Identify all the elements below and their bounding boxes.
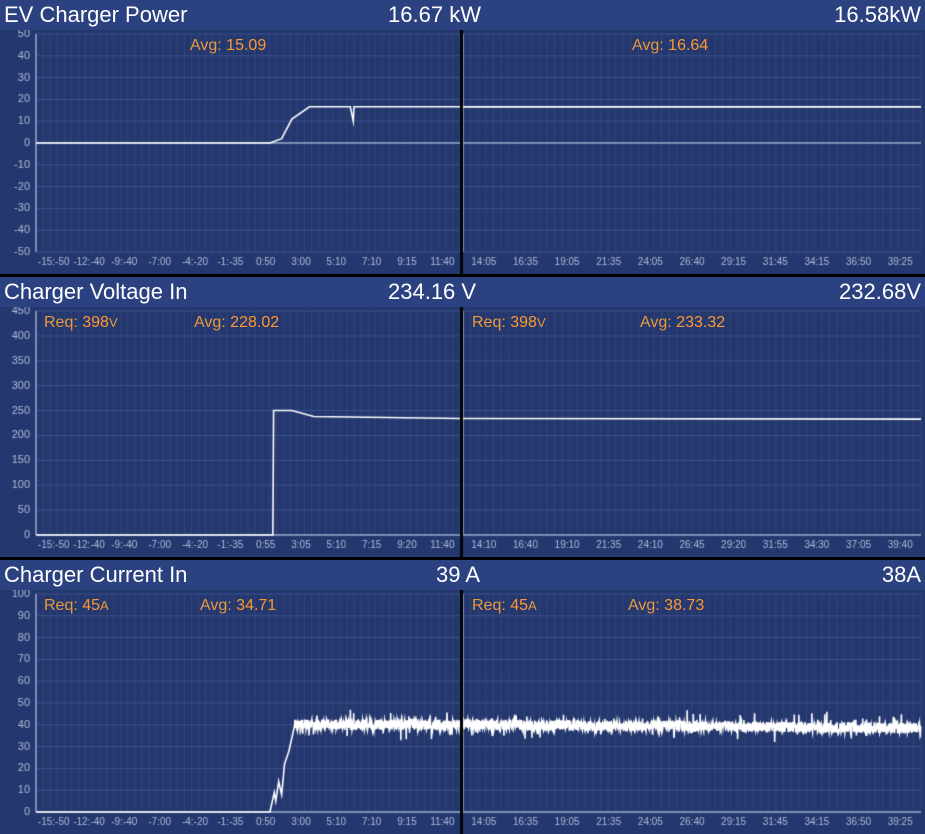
- anno-value: 45: [78, 597, 100, 614]
- panel-current: Charger Current In39 A38AReq: 45AAvg: 34…: [0, 560, 925, 834]
- annotation: Avg: 15.09: [190, 37, 266, 55]
- anno-value: 228.02: [226, 314, 279, 331]
- panel-value-left: 39 A: [436, 560, 480, 590]
- annotation: Avg: 38.73: [628, 597, 704, 615]
- anno-label: Avg:: [640, 314, 672, 331]
- panel-power: EV Charger Power16.67 kW16.58kWAvg: 15.0…: [0, 0, 925, 274]
- anno-unit: A: [528, 598, 537, 613]
- panel-title: EV Charger Power: [4, 0, 187, 30]
- unit: A: [906, 562, 921, 587]
- anno-label: Avg:: [194, 314, 226, 331]
- chart-canvas: [0, 30, 925, 274]
- anno-label: Req:: [44, 314, 78, 331]
- anno-value: 45: [506, 597, 528, 614]
- annotation: Req: 45A: [472, 597, 537, 615]
- anno-label: Req:: [472, 314, 506, 331]
- panel-value-right: 16.58kW: [834, 0, 921, 30]
- annotation: Avg: 16.64: [632, 37, 708, 55]
- anno-value: 233.32: [672, 314, 725, 331]
- anno-value: 398: [78, 314, 109, 331]
- panel-value-left: 234.16 V: [388, 277, 476, 307]
- panel-value-right: 38A: [882, 560, 921, 590]
- panel-title: Charger Voltage In: [4, 277, 187, 307]
- panel-title: Charger Current In: [4, 560, 187, 590]
- annotation: Avg: 233.32: [640, 314, 725, 332]
- panel-value-right: 232.68V: [839, 277, 921, 307]
- value: 39: [436, 562, 460, 587]
- annotation: Req: 398V: [472, 314, 546, 332]
- anno-unit: A: [100, 598, 109, 613]
- anno-value: 398: [506, 314, 537, 331]
- annotation: Req: 45A: [44, 597, 109, 615]
- panel-value-left: 16.67 kW: [388, 0, 481, 30]
- annotation: Avg: 34.71: [200, 597, 276, 615]
- anno-label: Avg:: [632, 37, 664, 54]
- unit: V: [461, 279, 476, 304]
- value: 234.16: [388, 279, 455, 304]
- annotation: Req: 398V: [44, 314, 118, 332]
- anno-value: 34.71: [232, 597, 276, 614]
- unit: A: [465, 562, 480, 587]
- anno-unit: V: [537, 315, 546, 330]
- anno-label: Req:: [472, 597, 506, 614]
- unit: kW: [889, 2, 921, 27]
- panel-header: EV Charger Power16.67 kW16.58kW: [0, 0, 925, 30]
- anno-label: Avg:: [628, 597, 660, 614]
- anno-unit: V: [109, 315, 118, 330]
- chart-canvas: [0, 590, 925, 834]
- panel-header: Charger Current In39 A38A: [0, 560, 925, 590]
- value: 16.58: [834, 2, 889, 27]
- annotation: Avg: 228.02: [194, 314, 279, 332]
- anno-label: Avg:: [190, 37, 222, 54]
- unit: V: [906, 279, 921, 304]
- chart-canvas: [0, 307, 925, 557]
- anno-value: 16.64: [664, 37, 708, 54]
- value: 16.67: [388, 2, 443, 27]
- panel-voltage: Charger Voltage In234.16 V232.68VReq: 39…: [0, 277, 925, 557]
- anno-value: 38.73: [660, 597, 704, 614]
- anno-label: Avg:: [200, 597, 232, 614]
- value: 38: [882, 562, 906, 587]
- anno-value: 15.09: [222, 37, 266, 54]
- anno-label: Req:: [44, 597, 78, 614]
- value: 232.68: [839, 279, 906, 304]
- unit: kW: [449, 2, 481, 27]
- panel-header: Charger Voltage In234.16 V232.68V: [0, 277, 925, 307]
